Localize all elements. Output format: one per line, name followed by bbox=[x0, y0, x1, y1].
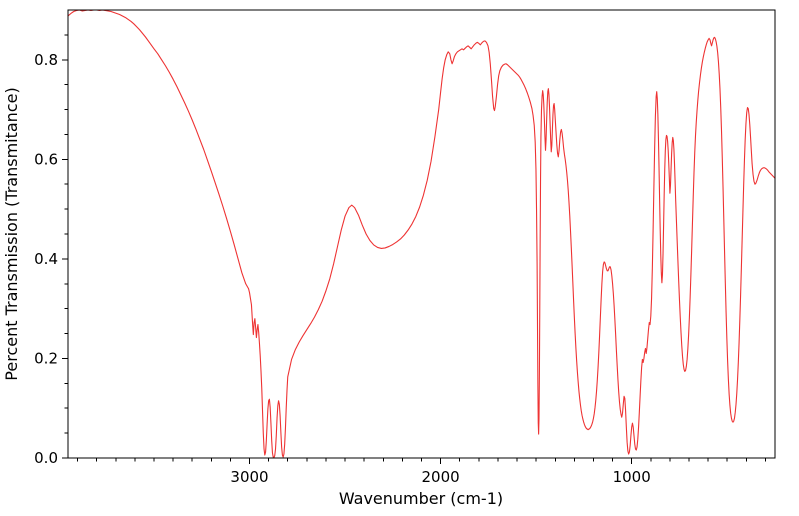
x-axis-label: Wavenumber (cm-1) bbox=[339, 489, 503, 508]
spectrum-line bbox=[67, 9, 776, 459]
x-tick-label: 3000 bbox=[230, 468, 268, 486]
plot-area bbox=[68, 10, 775, 458]
y-tick-label: 0.8 bbox=[34, 51, 58, 69]
y-tick-label: 0.2 bbox=[34, 349, 58, 367]
y-tick-label: 0.4 bbox=[34, 250, 58, 268]
axis-tick-labels: 3000 2000 1000 0.0 0.2 0.4 0.6 0.8 bbox=[34, 51, 651, 486]
y-tick-label: 0.6 bbox=[34, 150, 58, 168]
y-tick-label: 0.0 bbox=[34, 449, 58, 467]
axis-ticks bbox=[62, 34, 766, 464]
plot-frame bbox=[67, 9, 776, 459]
x-tick-label: 2000 bbox=[422, 468, 460, 486]
x-tick-label: 1000 bbox=[613, 468, 651, 486]
y-axis-label: Percent Transmission (Transmitance) bbox=[2, 87, 21, 380]
